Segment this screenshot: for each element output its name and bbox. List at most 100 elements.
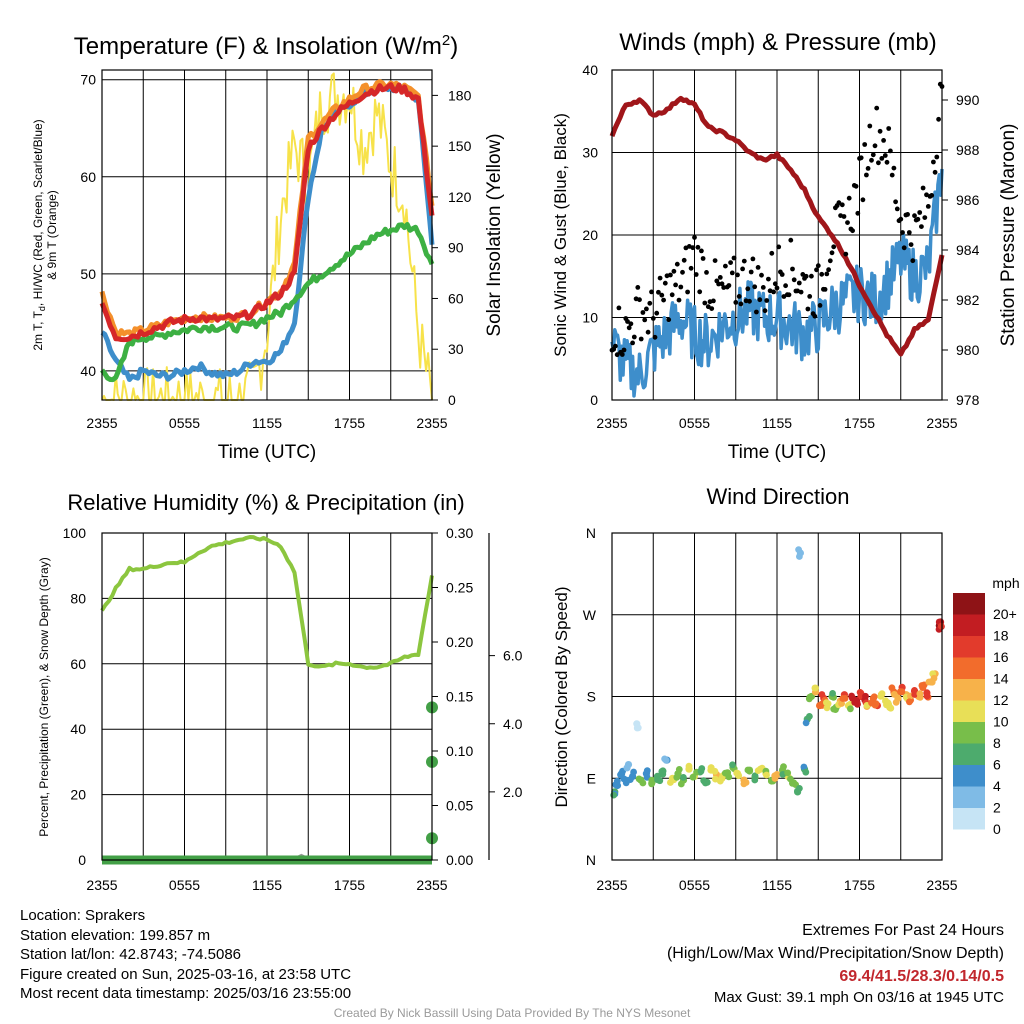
wind-gust-point bbox=[776, 244, 782, 250]
wind-gust-point bbox=[898, 216, 904, 222]
dir-point bbox=[623, 764, 631, 772]
rh-ytick: 100 bbox=[63, 525, 87, 541]
dir-point bbox=[823, 704, 831, 712]
dir-point bbox=[742, 779, 750, 786]
temp-xtick-labels: 2355 0555 1155 1755 2355 bbox=[86, 415, 447, 431]
xtick-label: 1755 bbox=[844, 877, 875, 893]
wind-gust-point bbox=[822, 287, 828, 292]
dir-point bbox=[818, 691, 826, 698]
wind-gust-point bbox=[910, 258, 916, 264]
rh-ytick: 20 bbox=[70, 787, 86, 803]
dir-point bbox=[648, 780, 655, 788]
wind-gust-point bbox=[809, 273, 814, 279]
temp-y2tick: 0 bbox=[448, 392, 456, 408]
dir-point bbox=[937, 622, 945, 630]
temp-title: Temperature (F) & Insolation (W/m2) bbox=[74, 32, 458, 60]
wind-gust-point bbox=[807, 294, 813, 299]
dir-point bbox=[856, 689, 864, 696]
dir-point bbox=[763, 771, 770, 779]
xtick-label: 2355 bbox=[86, 877, 117, 893]
xtick-label: 0555 bbox=[679, 415, 710, 431]
xtick-label: 2355 bbox=[596, 877, 627, 893]
rh-y2tick: 0.20 bbox=[446, 634, 473, 650]
wind-speed-line bbox=[610, 168, 944, 398]
wind-gust-point bbox=[700, 256, 706, 261]
wind-gust-point bbox=[750, 256, 756, 262]
dir-legend-label: 6 bbox=[993, 756, 1001, 772]
wind-gust-point bbox=[879, 156, 885, 161]
wind-y2tick: 978 bbox=[956, 392, 980, 408]
wind-gust-point bbox=[905, 212, 910, 217]
dir-point bbox=[610, 791, 618, 799]
xtick-label: 1155 bbox=[762, 415, 792, 431]
wind-ylabel: Sonic Wind & Gust (Blue, Black) bbox=[551, 113, 570, 357]
created-text: Figure created on Sun, 2025-03-16, at 23… bbox=[20, 965, 352, 983]
xtick-label: 1755 bbox=[844, 415, 875, 431]
wind-gust-point bbox=[695, 244, 701, 250]
dir-point bbox=[685, 762, 693, 770]
dir-legend-swatch bbox=[953, 808, 985, 830]
wind-y2tick: 988 bbox=[956, 142, 980, 158]
dir-point bbox=[725, 773, 733, 781]
dir-legend-label: 2 bbox=[993, 799, 1001, 815]
dir-point bbox=[780, 763, 787, 771]
wind-gust-point bbox=[772, 281, 778, 287]
dir-legend-swatch bbox=[953, 679, 985, 701]
wind-gust-point bbox=[791, 277, 797, 283]
wind-ytick: 10 bbox=[582, 310, 598, 326]
dir-point bbox=[918, 682, 926, 689]
dir-point bbox=[911, 691, 919, 698]
wind-y2tick: 990 bbox=[956, 92, 980, 108]
rh-y2tick: 0.25 bbox=[446, 580, 473, 596]
wind-gust-point bbox=[626, 325, 632, 331]
wind-gust-point bbox=[894, 206, 900, 212]
dir-ytick: W bbox=[583, 607, 597, 623]
dir-point bbox=[613, 777, 621, 785]
rh-grid bbox=[102, 532, 432, 861]
wind-gust-point bbox=[908, 242, 914, 248]
dir-legend: 20+ 18 16 14 12 10 8 6 4 2 0 bbox=[953, 593, 1017, 837]
wind-series bbox=[609, 81, 945, 398]
wind-panel: Winds (mph) & Pressure (mb) 2355 0555 1155… bbox=[551, 29, 1019, 463]
dir-point bbox=[930, 674, 938, 682]
temp-y2label: Solar Insolation (Yellow) bbox=[484, 133, 505, 336]
wind-gust-point bbox=[803, 273, 809, 279]
dir-point bbox=[871, 701, 879, 709]
wind-gust-point bbox=[925, 204, 931, 209]
wind-gust-point bbox=[754, 309, 759, 315]
wind-xtick-labels: 2355 0555 1155 1755 2355 bbox=[596, 415, 957, 431]
temp-ytick: 60 bbox=[80, 169, 96, 185]
rh-series bbox=[100, 535, 438, 865]
dir-point bbox=[630, 768, 637, 776]
wind-gust-point bbox=[752, 284, 758, 290]
wind-gust-point bbox=[858, 155, 864, 161]
dir-point bbox=[698, 765, 706, 772]
wind-gust-point bbox=[747, 298, 752, 304]
wind-gust-point bbox=[688, 265, 694, 271]
xtick-label: 2355 bbox=[86, 415, 117, 431]
dir-point bbox=[802, 719, 810, 727]
dir-point bbox=[862, 692, 869, 700]
wind-gust-point bbox=[692, 235, 697, 240]
wind-ytick: 20 bbox=[582, 227, 598, 243]
dir-point bbox=[923, 692, 931, 700]
temp-ytick: 40 bbox=[80, 363, 96, 379]
wind-gust-point bbox=[621, 347, 627, 353]
wind-gust-point bbox=[919, 224, 924, 230]
wind-gust-point bbox=[666, 317, 672, 323]
wind-gust-point bbox=[628, 321, 634, 327]
dir-legend-swatch bbox=[953, 614, 985, 636]
dir-series bbox=[610, 546, 945, 799]
xtick-label: 0555 bbox=[169, 877, 200, 893]
temp-ylabel: 2m T, Td, HI/WC (Red, Green, Scarlet/Blu… bbox=[31, 119, 47, 350]
wind-gust-point bbox=[917, 210, 923, 215]
wind-gust-point bbox=[831, 244, 837, 250]
wind-gust-point bbox=[869, 157, 874, 163]
dir-xtick-labels: 2355 0555 1155 1755 2355 bbox=[596, 877, 957, 893]
dir-legend-label: 10 bbox=[993, 713, 1009, 729]
dir-legend-swatch bbox=[953, 700, 985, 722]
dir-ytick: N bbox=[586, 525, 596, 541]
temp-series-line bbox=[100, 222, 435, 383]
wind-gust-point bbox=[719, 281, 725, 287]
wind-gust-point bbox=[876, 160, 881, 166]
